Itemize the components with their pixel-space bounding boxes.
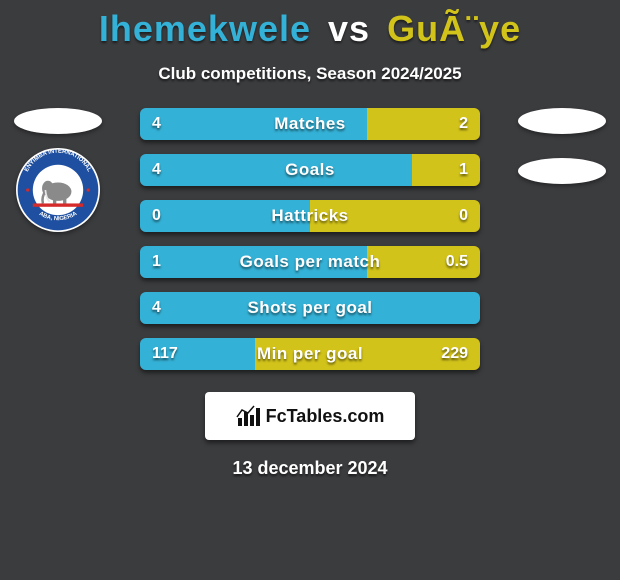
date-label: 13 december 2024 — [0, 458, 620, 479]
stat-value-right: 1 — [459, 161, 468, 179]
stat-label: Hattricks — [140, 206, 480, 226]
player1-name: Ihemekwele — [99, 8, 311, 49]
stat-value-right: 229 — [441, 345, 468, 363]
vs-separator: vs — [328, 8, 370, 49]
player1-flag-oval — [14, 108, 102, 134]
page-title: Ihemekwele vs GuÃ¨ye — [0, 0, 620, 50]
player1-club-badge: ENYIMBA INTERNATIONAL ABA, NIGERIA — [16, 148, 100, 232]
stat-value-left: 1 — [152, 253, 161, 271]
stat-label: Goals per match — [140, 252, 480, 272]
stat-row: Shots per goal4 — [140, 292, 480, 324]
stat-row: Goals per match1 0.5 — [140, 246, 480, 278]
stat-value-left: 4 — [152, 299, 161, 317]
stat-label: Min per goal — [140, 344, 480, 364]
comparison-content: ENYIMBA INTERNATIONAL ABA, NIGERIA — [0, 108, 620, 370]
right-side-column — [512, 108, 612, 184]
stat-row: Min per goal117 229 — [140, 338, 480, 370]
club-badge-icon: ENYIMBA INTERNATIONAL ABA, NIGERIA — [16, 148, 100, 232]
stat-bars: Matches42Goals41Hattricks00Goals per mat… — [140, 108, 480, 370]
stat-value-left: 4 — [152, 115, 161, 133]
bar-chart-icon — [236, 404, 260, 428]
brand-box: FcTables.com — [205, 392, 415, 440]
player2-club-oval — [518, 158, 606, 184]
stat-row: Matches4 2 — [140, 108, 480, 140]
left-side-column: ENYIMBA INTERNATIONAL ABA, NIGERIA — [8, 108, 108, 232]
stat-label: Goals — [140, 160, 480, 180]
player2-name: GuÃ¨ye — [387, 8, 521, 49]
stat-label: Matches — [140, 114, 480, 134]
stat-value-right: 2 — [459, 115, 468, 133]
stat-value-left: 0 — [152, 207, 161, 225]
stat-value-right: 0.5 — [446, 253, 468, 271]
stat-value-left: 117 — [152, 345, 178, 363]
stat-row: Hattricks0 0 — [140, 200, 480, 232]
subtitle: Club competitions, Season 2024/2025 — [0, 64, 620, 84]
stat-label: Shots per goal — [140, 298, 480, 318]
player2-flag-oval — [518, 108, 606, 134]
brand-text: FcTables.com — [266, 406, 385, 427]
stat-value-left: 4 — [152, 161, 161, 179]
stat-value-right: 0 — [459, 207, 468, 225]
stat-row: Goals4 1 — [140, 154, 480, 186]
